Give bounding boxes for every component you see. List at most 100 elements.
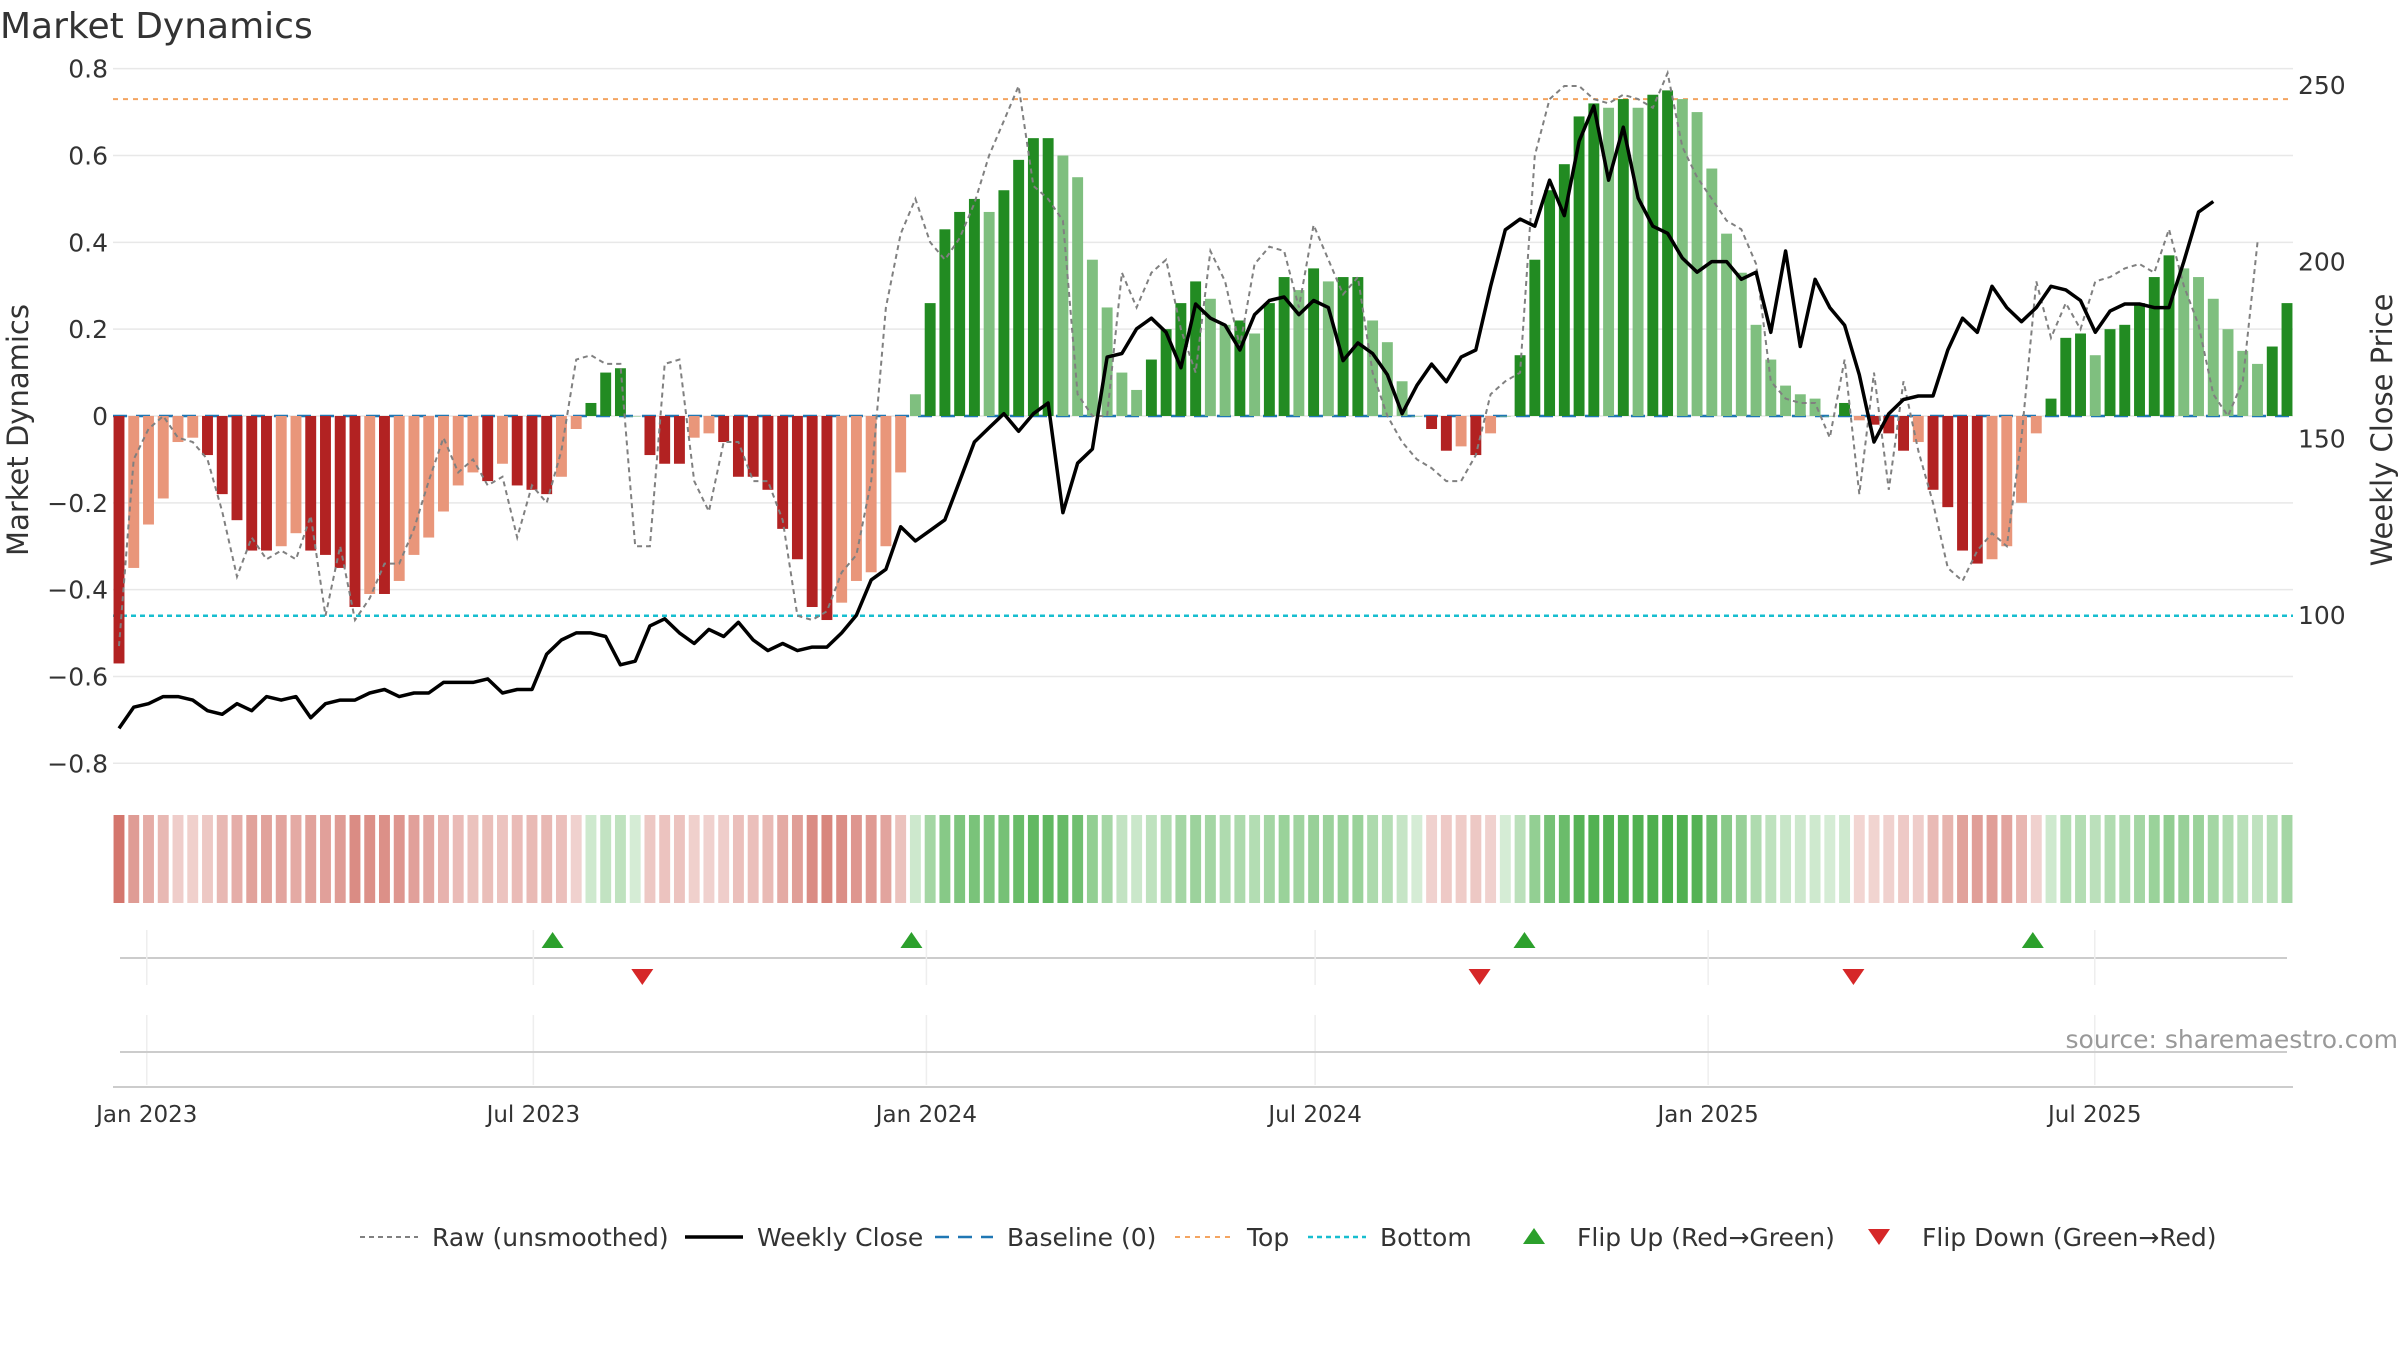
dynamics-bar [2045,398,2057,416]
heat-cell [334,815,346,903]
heat-cell [408,815,420,903]
heat-cell [895,815,907,903]
heat-cell [2045,815,2057,903]
dynamics-bar [1971,415,1983,564]
y-right-tick-label: 200 [2298,248,2346,277]
dynamics-bar [1116,372,1128,416]
dynamics-bar [1957,415,1968,551]
legend-label: Flip Down (Green→Red) [1922,1223,2217,1252]
dynamics-bar [2207,298,2219,416]
heat-cell [1013,815,1025,903]
heat-cell [143,815,154,903]
dynamics-bar [452,415,464,486]
chart-title: Market Dynamics [0,6,313,47]
heat-cell [1057,815,1069,903]
dynamics-bar [364,415,376,594]
heat-cell [1883,815,1895,903]
heat-cell [1499,815,1511,903]
heat-cell [836,815,848,903]
heat-cell [777,815,789,903]
heat-cell [246,815,258,903]
raw-unsmoothed-line [118,69,2259,647]
dynamics-bar [1558,164,1570,416]
heat-cell [1558,815,1570,903]
dynamics-bar [1204,298,1216,416]
heat-cell [2089,815,2101,903]
dynamics-bar [1986,415,1998,560]
heat-cell [1101,815,1113,903]
heat-cell [1337,815,1349,903]
heat-cell [2134,815,2145,903]
heat-cell [1426,815,1438,903]
heat-cell [1706,815,1718,903]
heat-cell [585,815,597,903]
heat-cell [1780,815,1792,903]
legend-item-flip-up: Flip Up (Red→Green) [1523,1223,1835,1252]
dynamics-bar [1485,415,1497,434]
dynamics-bar [688,415,700,438]
heat-cell [1086,815,1098,903]
heat-cell [2060,815,2072,903]
heat-cell [2163,815,2175,903]
legend-swatch [1523,1228,1545,1244]
heat-cell [379,815,390,903]
x-tick-label: Jul 2023 [485,1102,581,1128]
dynamics-bar [777,415,789,529]
legend-item-baseline: Baseline (0) [935,1223,1156,1252]
heat-cell [1190,815,1202,903]
dynamics-bar [1883,415,1895,434]
dynamics-bar [1603,107,1615,416]
dynamics-bar [1750,324,1762,416]
heat-cell [762,815,774,903]
heat-cell [614,815,626,903]
heat-cell [1175,815,1187,903]
dynamics-bar [1426,415,1438,430]
dynamics-bar [2148,277,2160,416]
heat-cell [1072,815,1084,903]
dynamics-bar [629,415,641,417]
dynamics-bar [2134,303,2145,416]
legend-item-flip-down: Flip Down (Green→Red) [1868,1223,2217,1252]
heat-cell [1219,815,1231,903]
weekly-close-series [117,104,2215,730]
heat-cell [2178,815,2190,903]
heat-cell [231,815,243,903]
dynamics-bar [1735,272,1747,416]
dynamics-bar [821,415,833,621]
heat-cell [305,815,317,903]
heat-cell [1367,815,1379,903]
dynamics-bar [1632,107,1644,416]
dynamics-bar [762,415,774,490]
dynamics-bar [305,415,317,551]
heat-cell [1145,815,1157,903]
dynamics-bar [1514,355,1526,416]
dynamics-bar [1072,177,1084,416]
dynamics-bar [157,415,169,499]
dynamics-bar [850,415,862,581]
dynamics-bar [467,415,479,473]
heat-cell [2222,815,2234,903]
heat-cell [954,815,966,903]
x-tick-label: Jul 2025 [2046,1102,2142,1128]
heat-cell [570,815,582,903]
dynamics-bar [511,415,523,486]
dynamics-bar [836,415,848,603]
heat-cell [1927,815,1939,903]
heat-cell [128,815,140,903]
heat-cell [600,815,612,903]
heat-cell [673,815,685,903]
dynamics-bar [1499,415,1511,417]
dynamics-bar [1367,320,1379,416]
dynamics-bar [408,415,420,555]
legend-item-bottom: Bottom [1308,1223,1472,1252]
x-tick-label: Jan 2024 [874,1102,977,1128]
dynamics-bar [1396,381,1408,416]
dynamics-bar [865,415,877,573]
flip-up-marker [1513,932,1536,948]
heat-cell [1234,815,1246,903]
dynamics-bar [718,415,730,443]
heat-cell [157,815,169,903]
dynamics-bar [1617,99,1629,416]
dynamics-bar [1190,281,1202,416]
